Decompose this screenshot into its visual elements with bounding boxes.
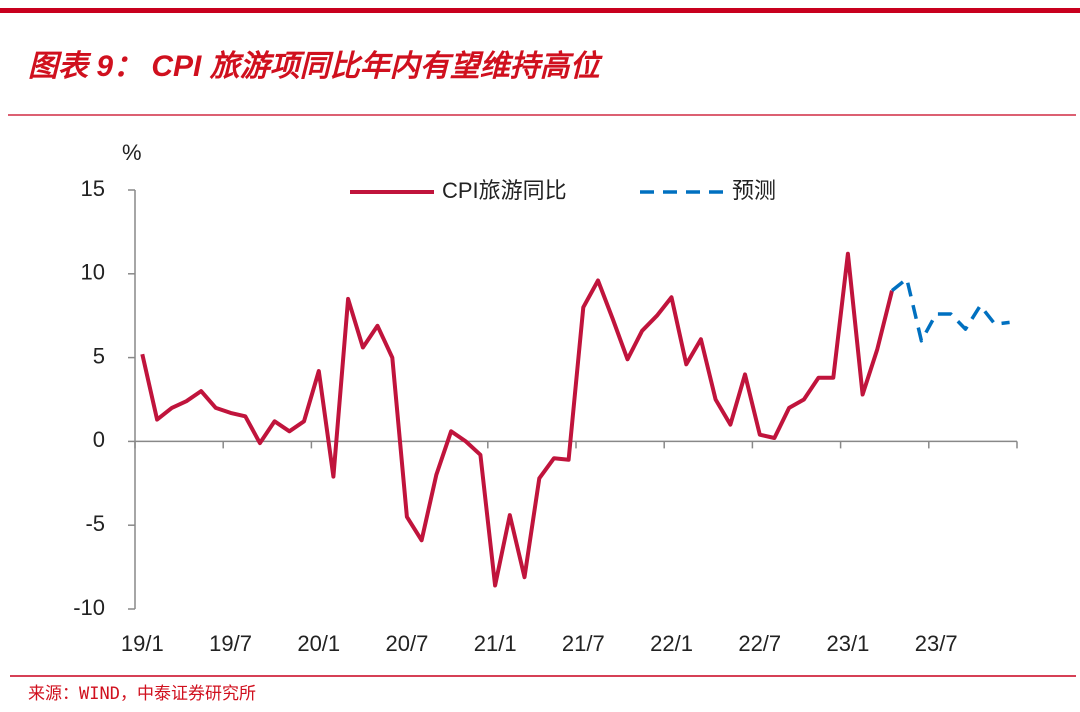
series-line bbox=[890, 277, 1010, 343]
x-tick-label: 23/1 bbox=[827, 631, 870, 656]
legend-label: 预测 bbox=[732, 178, 776, 203]
y-tick-label: 0 bbox=[93, 427, 105, 452]
series-line bbox=[140, 251, 894, 588]
y-tick-label: 10 bbox=[81, 260, 105, 285]
x-tick-label: 23/7 bbox=[915, 631, 958, 656]
y-tick-label: -10 bbox=[73, 595, 105, 620]
y-axis-label: % bbox=[122, 140, 142, 165]
x-tick-label: 22/7 bbox=[738, 631, 781, 656]
x-tick-label: 19/7 bbox=[209, 631, 252, 656]
y-tick-label: 5 bbox=[93, 343, 105, 368]
x-tick-label: 22/1 bbox=[650, 631, 693, 656]
y-tick-label: 15 bbox=[81, 176, 105, 201]
legend-label: CPI旅游同比 bbox=[442, 178, 567, 203]
x-tick-label: 21/7 bbox=[562, 631, 605, 656]
chart-title: 图表 9： CPI 旅游项同比年内有望维持高位 bbox=[28, 49, 604, 83]
x-tick-label: 19/1 bbox=[121, 631, 164, 656]
x-tick-label: 21/1 bbox=[474, 631, 517, 656]
source: 来源：WIND，中泰证券研究所 bbox=[28, 684, 256, 704]
x-tick-label: 20/1 bbox=[297, 631, 340, 656]
top-rule bbox=[0, 8, 1080, 13]
x-tick-label: 20/7 bbox=[386, 631, 429, 656]
y-tick-label: -5 bbox=[85, 511, 105, 536]
